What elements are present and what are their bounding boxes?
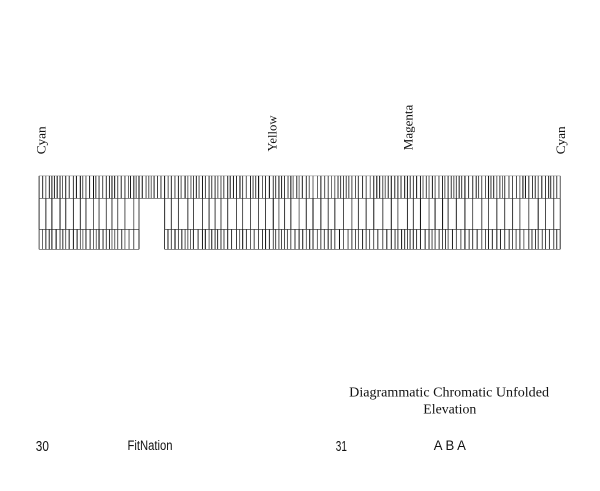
- svg-text:FitNation: FitNation: [128, 438, 173, 453]
- svg-text:Magenta: Magenta: [401, 104, 416, 150]
- svg-text:Cyan: Cyan: [553, 126, 568, 154]
- svg-text:30: 30: [36, 439, 49, 455]
- svg-text:31: 31: [336, 439, 347, 455]
- svg-text:Diagrammatic Chromatic Unfolde: Diagrammatic Chromatic Unfolded: [349, 385, 549, 400]
- svg-text:Elevation: Elevation: [423, 402, 476, 417]
- svg-text:Yellow: Yellow: [264, 115, 279, 152]
- svg-text:Cyan: Cyan: [34, 126, 49, 154]
- svg-text:A B A: A B A: [434, 438, 466, 453]
